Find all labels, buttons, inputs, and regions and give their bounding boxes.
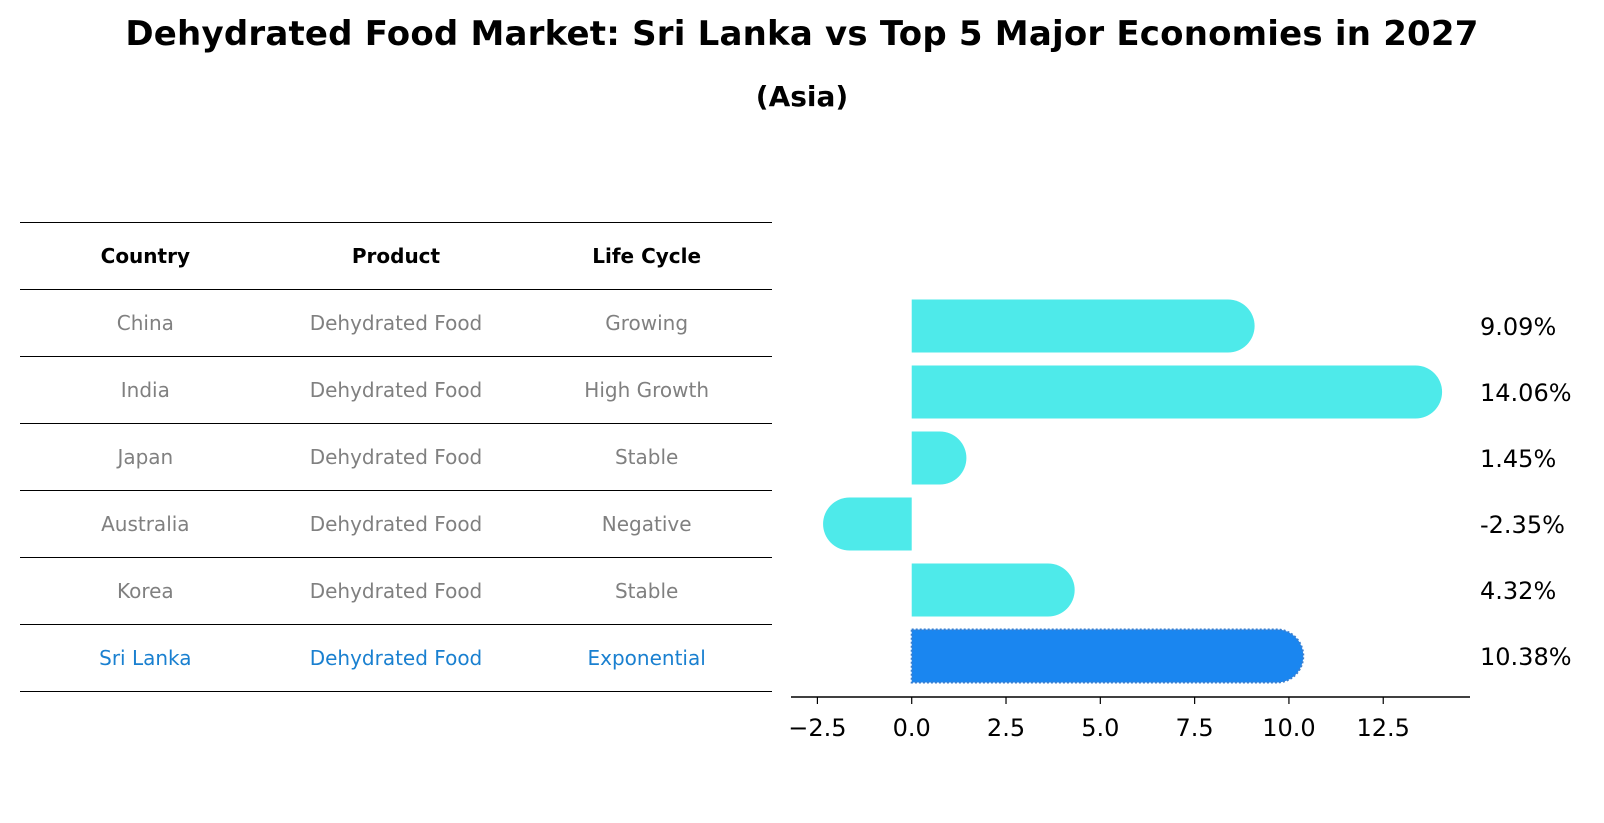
bar-value-label: -2.35% bbox=[1480, 511, 1565, 539]
table-header-row: Country Product Life Cycle bbox=[20, 222, 772, 290]
cell-product: Dehydrated Food bbox=[270, 557, 522, 625]
table-row-highlight: Sri Lanka Dehydrated Food Exponential bbox=[20, 624, 772, 692]
bar bbox=[823, 497, 912, 551]
cell-life-cycle: High Growth bbox=[521, 356, 772, 424]
cell-product: Dehydrated Food bbox=[270, 289, 522, 357]
bar-value-label: 9.09% bbox=[1480, 313, 1556, 341]
cell-life-cycle: Growing bbox=[521, 289, 772, 357]
bar-value-label: 4.32% bbox=[1480, 577, 1556, 605]
cell-life-cycle: Stable bbox=[521, 557, 772, 625]
bar bbox=[911, 563, 1075, 617]
cell-country: China bbox=[20, 289, 271, 357]
cell-life-cycle: Stable bbox=[521, 423, 772, 491]
x-tick-label: 5.0 bbox=[1081, 714, 1119, 742]
x-tick-label: 10.0 bbox=[1262, 714, 1315, 742]
table-row: Korea Dehydrated Food Stable bbox=[20, 557, 772, 625]
cell-product: Dehydrated Food bbox=[270, 423, 522, 491]
column-header-life-cycle: Life Cycle bbox=[521, 222, 772, 290]
bar bbox=[911, 431, 967, 485]
cell-life-cycle: Exponential bbox=[521, 624, 772, 692]
x-tick-label: −2.5 bbox=[788, 714, 846, 742]
table-row: Japan Dehydrated Food Stable bbox=[20, 423, 772, 491]
x-tick-label: 2.5 bbox=[987, 714, 1025, 742]
cell-life-cycle: Negative bbox=[521, 490, 772, 558]
bar bbox=[911, 299, 1255, 353]
bar-value-label: 10.38% bbox=[1480, 643, 1572, 671]
column-header-product: Product bbox=[270, 222, 522, 290]
cell-country: Australia bbox=[20, 490, 271, 558]
bar-value-label: 1.45% bbox=[1480, 445, 1556, 473]
market-table: Country Product Life Cycle China Dehydra… bbox=[20, 222, 772, 692]
table-row: Australia Dehydrated Food Negative bbox=[20, 490, 772, 558]
cell-country: Japan bbox=[20, 423, 271, 491]
cell-country: Sri Lanka bbox=[20, 624, 271, 692]
cell-country: India bbox=[20, 356, 271, 424]
cell-product: Dehydrated Food bbox=[270, 624, 522, 692]
column-header-country: Country bbox=[20, 222, 271, 290]
market-table-grid: Country Product Life Cycle China Dehydra… bbox=[20, 222, 772, 692]
cell-product: Dehydrated Food bbox=[270, 490, 522, 558]
chart-title: Dehydrated Food Market: Sri Lanka vs Top… bbox=[125, 14, 1479, 54]
table-row: China Dehydrated Food Growing bbox=[20, 289, 772, 357]
x-tick-label: 12.5 bbox=[1357, 714, 1410, 742]
bar bbox=[911, 365, 1443, 419]
x-tick-label: 0.0 bbox=[893, 714, 931, 742]
cell-product: Dehydrated Food bbox=[270, 356, 522, 424]
cell-country: Korea bbox=[20, 557, 271, 625]
x-tick-label: 7.5 bbox=[1176, 714, 1214, 742]
bar-value-label: 14.06% bbox=[1480, 379, 1572, 407]
table-row: India Dehydrated Food High Growth bbox=[20, 356, 772, 424]
highlight-bar bbox=[910, 628, 1305, 684]
chart-subtitle: (Asia) bbox=[755, 80, 849, 113]
